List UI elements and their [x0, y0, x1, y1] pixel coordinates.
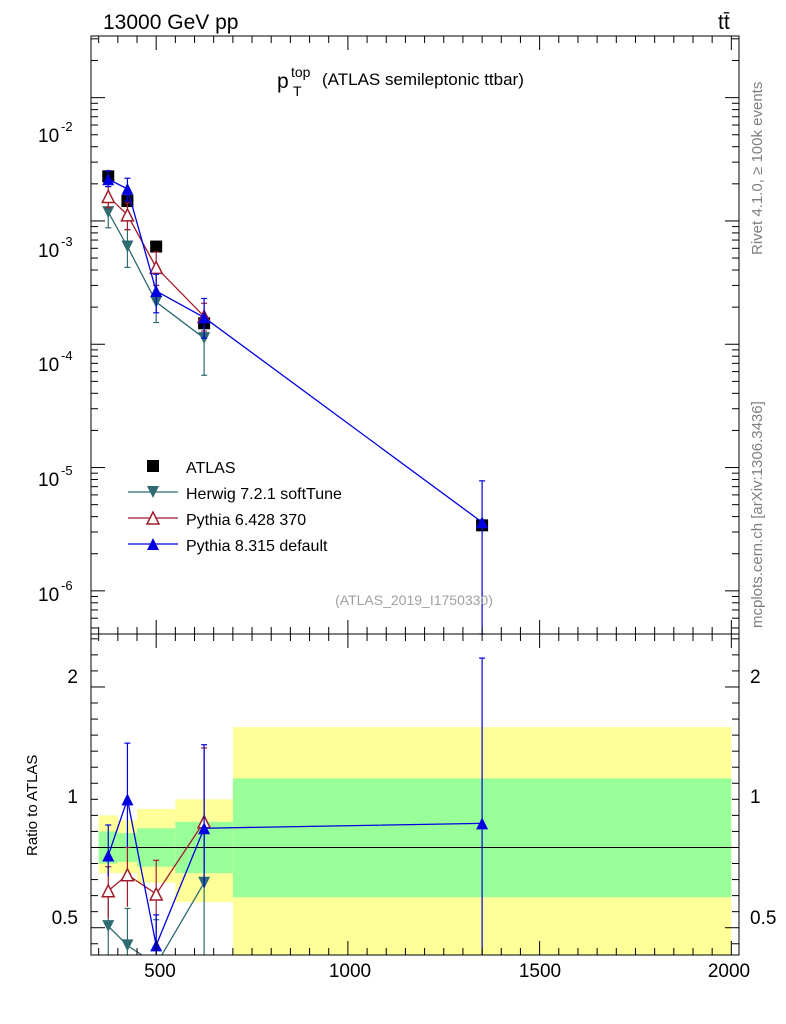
x-tick-label-1500: 1500: [519, 961, 561, 982]
ratio-y-axis-label: Ratio to ATLAS: [24, 755, 41, 856]
y-tick-label-1e-4-base: 10: [38, 355, 59, 376]
mcplots-reference-label: mcplots.cern.ch [arXiv:1306.3436]: [749, 401, 766, 628]
legend-marker-py6: [145, 510, 161, 525]
ratio-point-herwig: [121, 939, 134, 952]
y-tick-label-1e-6-exp: -6: [61, 578, 73, 593]
series-line-herwig: [107, 211, 205, 339]
legend-label-atlas: ATLAS: [186, 460, 236, 477]
plot-title-subscript: T: [293, 83, 302, 99]
ratio-plot-frame: [90, 633, 740, 956]
data-point-py8: [198, 311, 211, 324]
ratio-y-tick-labels-left: 2 1 0.5: [52, 667, 78, 929]
y-tick-label-1e-2-base: 10: [38, 126, 59, 147]
y-tick-label-1e-5-base: 10: [38, 470, 59, 491]
data-point-py8: [121, 182, 134, 195]
ratio-y-tick-label-1: 1: [67, 787, 78, 808]
ratio-y-tick-label-2: 2: [67, 667, 78, 688]
y-tick-label-1e-2-exp: -2: [61, 119, 73, 134]
ratio-plot-panel: Ratio to ATLAS 2 1 0.5 2 1 0.5 500 1000 …: [24, 633, 776, 982]
legend-label-herwig: Herwig 7.2.1 softTune: [186, 486, 342, 503]
data-point-herwig: [121, 240, 134, 253]
ratio-point-py8: [476, 817, 489, 830]
legend-marker-py8: [147, 538, 159, 550]
y-tick-label-1e-3-exp: -3: [61, 234, 73, 249]
header-process-label: tt̄: [718, 11, 730, 34]
data-point-herwig: [102, 206, 115, 219]
series-atlas: [102, 169, 489, 533]
data-point-py8: [150, 285, 163, 298]
data-point-atlas: [150, 240, 163, 253]
ratio-point-py8: [198, 822, 211, 835]
ratio-y-tick-label-2-right: 2: [750, 667, 761, 688]
ratio-line-herwig: [107, 882, 205, 955]
ratio-y-tick-label-1-right: 1: [750, 787, 761, 808]
main-plot-panel: p top T (ATLAS semileptonic ttbar) (ATLA…: [38, 35, 740, 635]
x-tick-labels: 500 1000 1500 2000: [144, 961, 750, 982]
y-tick-label-1e-3-base: 10: [38, 241, 59, 262]
series-line-py8: [107, 178, 483, 523]
ratio-point-py6: [101, 883, 116, 898]
ratio-point-py6: [120, 867, 135, 882]
data-point-py6: [101, 188, 116, 204]
analysis-watermark: (ATLAS_2019_I1750330): [335, 592, 493, 608]
plot-title-text: (ATLAS semileptonic ttbar): [322, 70, 524, 89]
x-tick-label-500: 500: [144, 961, 176, 982]
ratio-point-py8: [121, 793, 134, 806]
header-energy-label: 13000 GeV pp: [103, 11, 238, 34]
data-point-py6: [148, 259, 164, 275]
ratio-point-py6: [148, 886, 164, 901]
legend-marker-herwig: [147, 486, 159, 498]
legend-label-pythia8: Pythia 8.315 default: [186, 538, 328, 555]
x-tick-label-2000: 2000: [708, 961, 750, 982]
series-py8: [102, 170, 489, 635]
legend-label-pythia6: Pythia 6.428 370: [186, 512, 306, 529]
data-point-py8: [102, 173, 115, 186]
main-y-tick-labels: 10 -2 10 -3 10 -4 10 -5 10 -6: [38, 119, 73, 606]
ratio-y-tick-label-0.5-right: 0.5: [750, 908, 776, 929]
ratio-y-tick-labels-right: 2 1 0.5: [750, 667, 776, 929]
x-tick-label-1000: 1000: [329, 961, 371, 982]
ratio-line-py6: [107, 821, 205, 895]
legend-marker-atlas: [147, 460, 159, 472]
plot-title-p: p: [277, 70, 289, 93]
ratio-series-group: [101, 657, 489, 955]
ratio-y-tick-label-0.5: 0.5: [52, 908, 78, 929]
ratio-point-herwig: [102, 920, 115, 933]
rivet-version-label: Rivet 4.1.0, ≥ 100k events: [749, 82, 766, 255]
y-tick-label-1e-5-exp: -5: [61, 463, 73, 478]
y-tick-label-1e-4-exp: -4: [61, 348, 73, 363]
ratio-point-py8: [102, 849, 115, 862]
data-point-py8: [476, 516, 489, 529]
data-point-py6: [120, 207, 135, 222]
plot-title-superscript: top: [291, 64, 311, 80]
legend: ATLAS Herwig 7.2.1 softTune Pythia 6.428…: [128, 460, 342, 555]
y-tick-label-1e-6-base: 10: [38, 585, 59, 606]
